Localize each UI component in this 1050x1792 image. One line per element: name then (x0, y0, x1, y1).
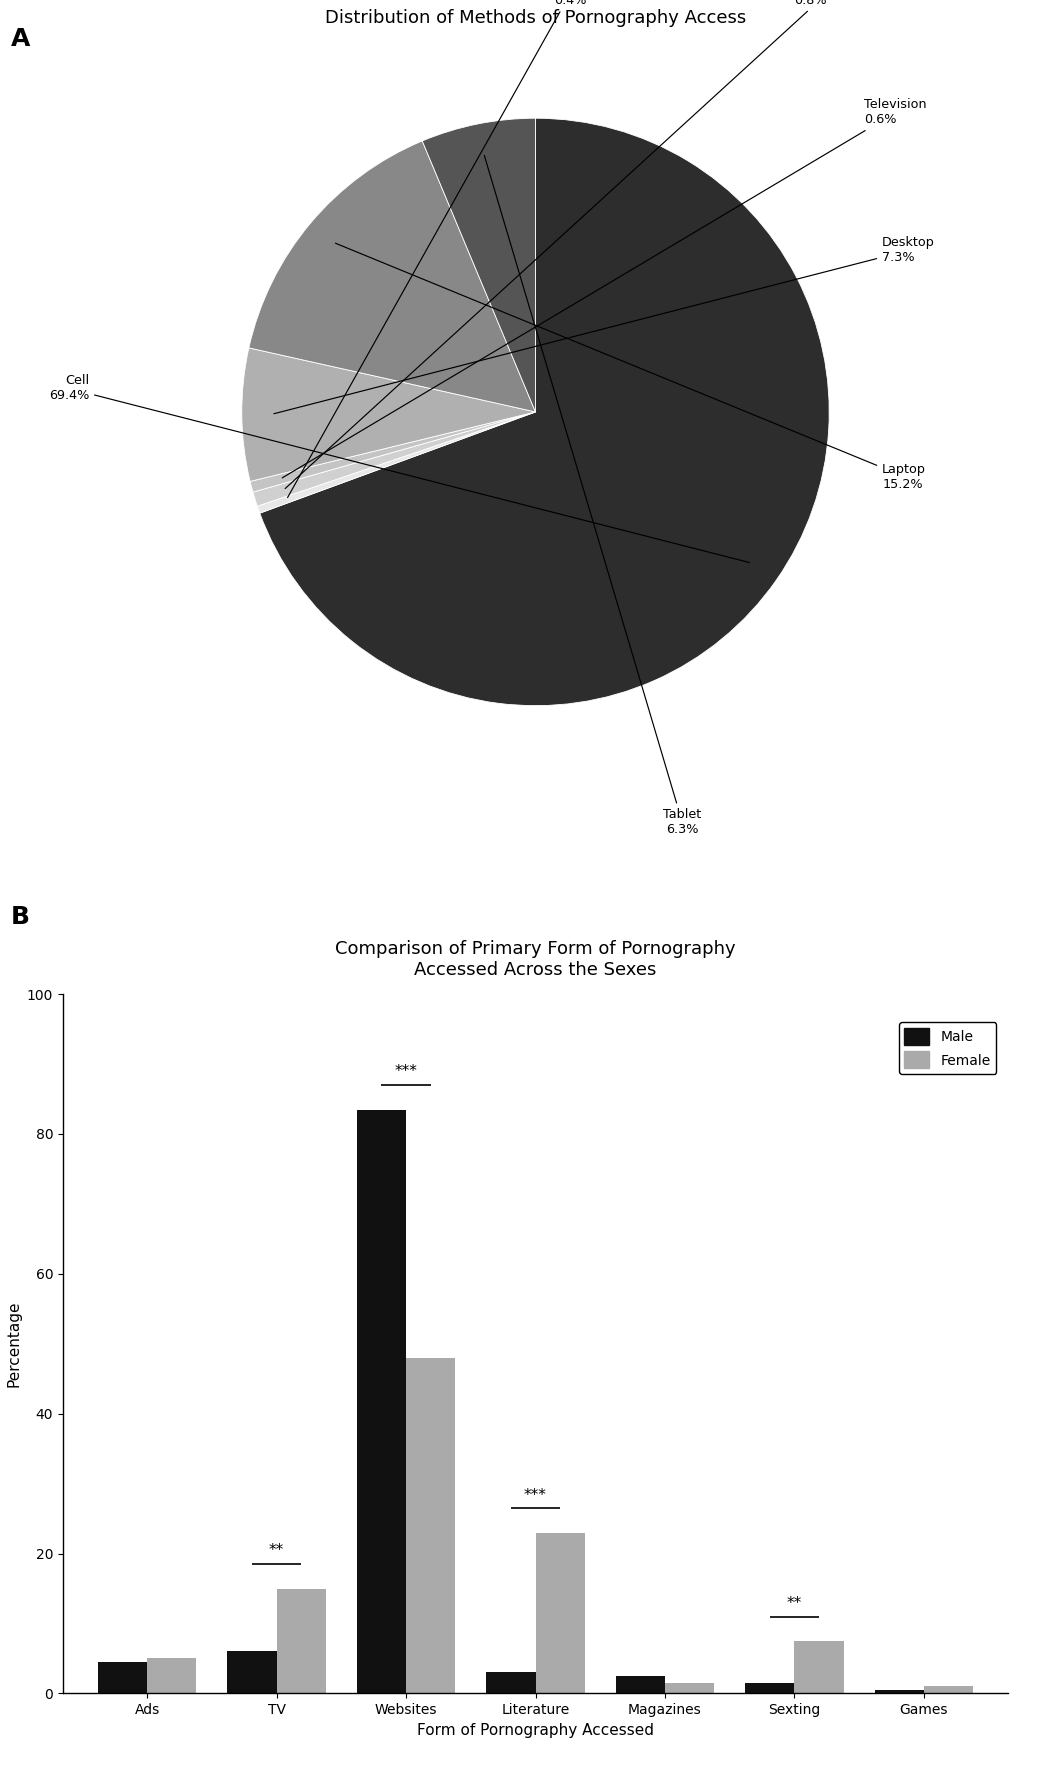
Wedge shape (259, 118, 830, 706)
Text: **: ** (269, 1543, 285, 1559)
Text: Television
0.6%: Television 0.6% (282, 99, 927, 478)
Title: Distribution of Methods of Pornography Access: Distribution of Methods of Pornography A… (324, 9, 747, 27)
Text: ***: *** (395, 1064, 418, 1079)
Wedge shape (422, 118, 536, 412)
Wedge shape (250, 412, 536, 493)
Text: Books
0.4%: Books 0.4% (288, 0, 590, 498)
Bar (746, 1683, 795, 1693)
Bar (357, 1109, 406, 1693)
Text: Desktop
7.3%: Desktop 7.3% (274, 237, 934, 414)
Bar (276, 1588, 326, 1693)
Bar (615, 1676, 665, 1693)
Wedge shape (249, 142, 536, 412)
Bar (228, 1652, 276, 1693)
Bar (924, 1686, 973, 1693)
Bar (536, 1532, 585, 1693)
Text: Magazines
0.8%: Magazines 0.8% (286, 0, 862, 489)
Wedge shape (257, 412, 536, 513)
Bar (98, 1661, 147, 1693)
Bar (406, 1358, 456, 1693)
Bar (147, 1658, 196, 1693)
Text: **: ** (786, 1597, 802, 1611)
Text: Tablet
6.3%: Tablet 6.3% (484, 156, 701, 837)
Text: B: B (10, 905, 29, 928)
Text: Laptop
15.2%: Laptop 15.2% (335, 244, 926, 491)
X-axis label: Form of Pornography Accessed: Form of Pornography Accessed (417, 1722, 654, 1738)
Bar (795, 1641, 843, 1693)
Text: A: A (10, 27, 29, 50)
Text: Cell
69.4%: Cell 69.4% (48, 375, 750, 563)
Text: ***: *** (524, 1487, 547, 1502)
Bar (665, 1683, 714, 1693)
Y-axis label: Percentage: Percentage (6, 1301, 21, 1387)
Wedge shape (242, 348, 536, 482)
Title: Comparison of Primary Form of Pornography
Accessed Across the Sexes: Comparison of Primary Form of Pornograph… (335, 939, 736, 978)
Bar (486, 1672, 536, 1693)
Legend: Male, Female: Male, Female (899, 1021, 996, 1073)
Bar (875, 1690, 924, 1693)
Wedge shape (253, 412, 536, 505)
